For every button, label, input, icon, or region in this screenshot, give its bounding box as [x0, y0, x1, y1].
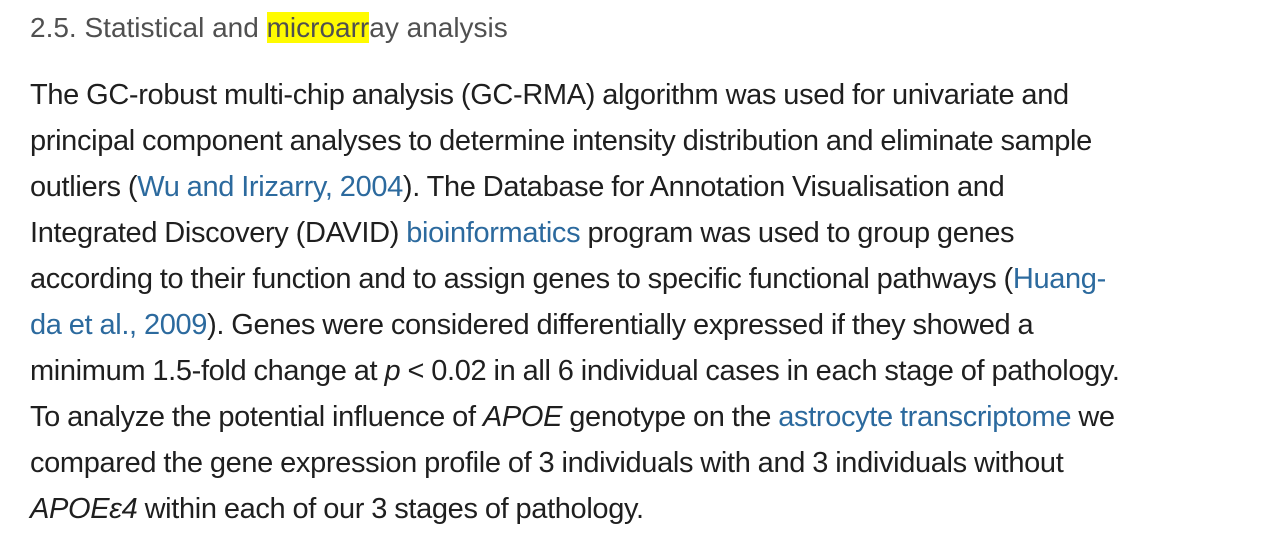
paragraph-text: ). Genes were considered differentially … — [207, 309, 1034, 341]
paragraph-line-1: The GC-robust multi-chip analysis (GC-RM… — [30, 79, 1069, 111]
astrocyte-transcriptome-link[interactable]: astrocyte transcriptome — [778, 401, 1072, 433]
paragraph-text: ). The Database for Annotation Visualisa… — [402, 171, 1005, 203]
paragraph-line-7: minimum 1.5-fold change at p < 0.02 in a… — [30, 348, 1260, 394]
search-highlight: microarr — [266, 12, 370, 43]
paragraph-text: minimum 1.5-fold change at — [30, 355, 378, 387]
citation-link-huang-part1[interactable]: Huang- — [1012, 263, 1106, 295]
apoe-gene-name: APOE — [482, 401, 563, 433]
paragraph-text: < 0.02 in all 6 individual cases in each… — [407, 355, 1120, 387]
methods-paragraph: The GC-robust multi-chip analysis (GC-RM… — [30, 72, 1260, 532]
paragraph-text: genotype on the — [569, 401, 772, 433]
paragraph-text: To analyze the potential influence of — [30, 401, 476, 433]
paragraph-text: we — [1078, 401, 1115, 433]
article-section: 2.5. Statistical and microarray analysis… — [30, 8, 1260, 532]
paragraph-line-4: Integrated Discovery (DAVID) bioinformat… — [30, 210, 1260, 256]
paragraph-text: Integrated Discovery (DAVID) — [30, 217, 400, 249]
paragraph-line-5: according to their function and to assig… — [30, 256, 1260, 302]
paragraph-line-9: compared the gene expression profile of … — [30, 447, 1064, 479]
section-title-end: ay analysis — [369, 12, 508, 43]
paragraph-line-8: To analyze the potential influence of AP… — [30, 394, 1260, 440]
paragraph-text: within each of our 3 stages of pathology… — [144, 493, 644, 525]
section-number: 2.5. — [30, 12, 77, 43]
paragraph-text: according to their function and to assig… — [30, 263, 1013, 295]
p-value-symbol: p — [384, 355, 401, 387]
section-title-start: Statistical and — [84, 12, 259, 43]
paragraph-text: outliers ( — [30, 171, 138, 203]
paragraph-line-3: outliers (Wu and Irizarry, 2004). The Da… — [30, 164, 1260, 210]
citation-link-wu-irizarry[interactable]: Wu and Irizarry, 2004 — [137, 171, 403, 203]
paragraph-line-10: APOEε4 within each of our 3 stages of pa… — [30, 486, 1260, 532]
section-heading: 2.5. Statistical and microarray analysis — [30, 8, 1260, 48]
paragraph-line-2: principal component analyses to determin… — [30, 125, 1092, 157]
apoe-e4-gene-name: APOEε4 — [30, 493, 138, 525]
paragraph-line-6: da et al., 2009). Genes were considered … — [30, 302, 1260, 348]
paragraph-text: program was used to group genes — [587, 217, 1015, 249]
citation-link-huang-part2[interactable]: da et al., 2009 — [30, 309, 208, 341]
bioinformatics-link[interactable]: bioinformatics — [406, 217, 581, 249]
